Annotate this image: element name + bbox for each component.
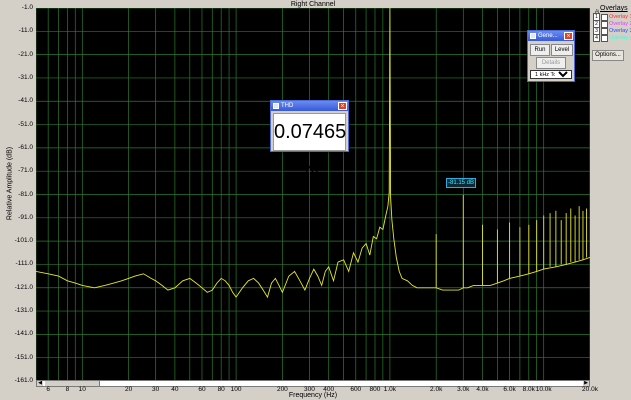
thd-titlebar[interactable]: THD ×	[271, 101, 348, 111]
x-scrollbar[interactable]: ◀ ▶	[36, 380, 590, 387]
y-tick-label: -1.0	[21, 4, 33, 11]
x-tick-label: 2.0k	[430, 386, 443, 393]
scroll-left-button[interactable]: ◀	[37, 380, 43, 386]
harmonic-marker-label[interactable]: -81.15 dB	[446, 178, 476, 188]
run-button[interactable]: Run	[530, 44, 550, 56]
x-tick-label: 30	[152, 386, 160, 393]
overlay-label: Overlay 2	[609, 21, 631, 27]
overlays-title: Overlays	[600, 5, 628, 12]
x-tick-label: 400	[323, 386, 335, 393]
thd-window[interactable]: THD × 0.07465 %	[270, 100, 349, 179]
details-button[interactable]: Details	[536, 57, 566, 69]
overlay-label: Overlay 3	[609, 28, 631, 34]
x-tick-label: 300	[304, 386, 315, 393]
y-tick-label: -101.0	[14, 237, 33, 245]
x-tick-label: 600	[350, 386, 362, 393]
y-tick-label: -81.0	[18, 190, 33, 198]
options-button[interactable]: Options...	[592, 50, 624, 61]
x-tick-label: 8.0k	[522, 386, 535, 393]
x-tick-label: 80	[217, 386, 225, 393]
overlay-label: Overlay 1	[609, 14, 631, 20]
generator-titlebar[interactable]: Gene... ×	[528, 31, 574, 41]
x-axis-label: Frequency (Hz)	[288, 392, 338, 399]
y-tick-label: -131.0	[14, 307, 33, 315]
scroll-thumb[interactable]	[45, 381, 100, 386]
y-tick-label: -141.0	[14, 330, 33, 338]
close-icon[interactable]: ×	[338, 102, 347, 110]
x-tick-label: 800	[369, 386, 381, 393]
level-button[interactable]: Level	[551, 44, 573, 56]
x-tick-label: 200	[276, 386, 288, 393]
y-tick-label: -51.0	[18, 120, 33, 128]
overlay-checkbox[interactable]	[601, 27, 608, 35]
overlay-checkbox[interactable]	[601, 34, 608, 42]
y-tick-label: -31.0	[18, 73, 33, 81]
overlay-label: Overlay 4	[609, 35, 631, 41]
spectrum-svg[interactable]	[35, 7, 591, 382]
y-tick-label: -111.0	[15, 260, 33, 268]
x-tick-label: 10.0k	[535, 386, 552, 393]
x-tick-label: 1.0k	[383, 386, 397, 393]
y-tick-label: -71.0	[18, 167, 33, 175]
close-icon[interactable]: ×	[564, 32, 573, 40]
signal-select[interactable]: 1 kHz Tone	[530, 70, 572, 79]
x-tick-label: 20	[124, 386, 133, 393]
x-tick-label: 100	[230, 386, 242, 393]
x-tick-label: 6.0k	[503, 386, 516, 393]
thd-value: 0.07465 %	[273, 113, 346, 179]
y-tick-label: -161.0	[14, 377, 33, 384]
y-tick-label: -11.0	[18, 27, 33, 35]
y-tick-label: -61.0	[18, 143, 33, 151]
x-tick-label: 3.0k	[457, 386, 470, 393]
x-tick-label: 6	[46, 386, 50, 393]
window-icon	[530, 33, 536, 39]
generator-window[interactable]: Gene... × Run Level Details 1 kHz Tone	[527, 30, 575, 82]
thd-title: THD	[281, 103, 294, 109]
y-tick-label: -91.0	[18, 213, 33, 221]
x-tick-label: 8	[65, 386, 70, 393]
overlay-checkbox[interactable]	[601, 20, 608, 28]
y-tick-label: -41.0	[18, 97, 33, 105]
x-tick-label: 40	[171, 386, 179, 393]
scroll-right-button[interactable]: ▶	[583, 380, 589, 386]
overlay-checkbox[interactable]	[601, 13, 608, 21]
x-tick-label: 20.0k	[582, 386, 598, 393]
overlay-number: 4	[593, 34, 600, 42]
generator-title: Gene...	[538, 33, 558, 39]
x-tick-label: 60	[198, 386, 206, 393]
chart-title: Right Channel	[290, 1, 336, 8]
y-tick-label: -121.0	[14, 283, 33, 291]
spectrum-plot[interactable]	[35, 7, 591, 382]
spectrum-trace	[35, 7, 591, 299]
window-icon	[273, 103, 279, 109]
y-tick-label: -21.0	[18, 50, 33, 58]
x-tick-label: 4.0k	[476, 386, 489, 393]
x-tick-label: 10	[78, 386, 86, 393]
y-tick-label: -151.0	[14, 353, 33, 361]
overlay-row[interactable]: 4 Overlay 4	[593, 34, 631, 42]
